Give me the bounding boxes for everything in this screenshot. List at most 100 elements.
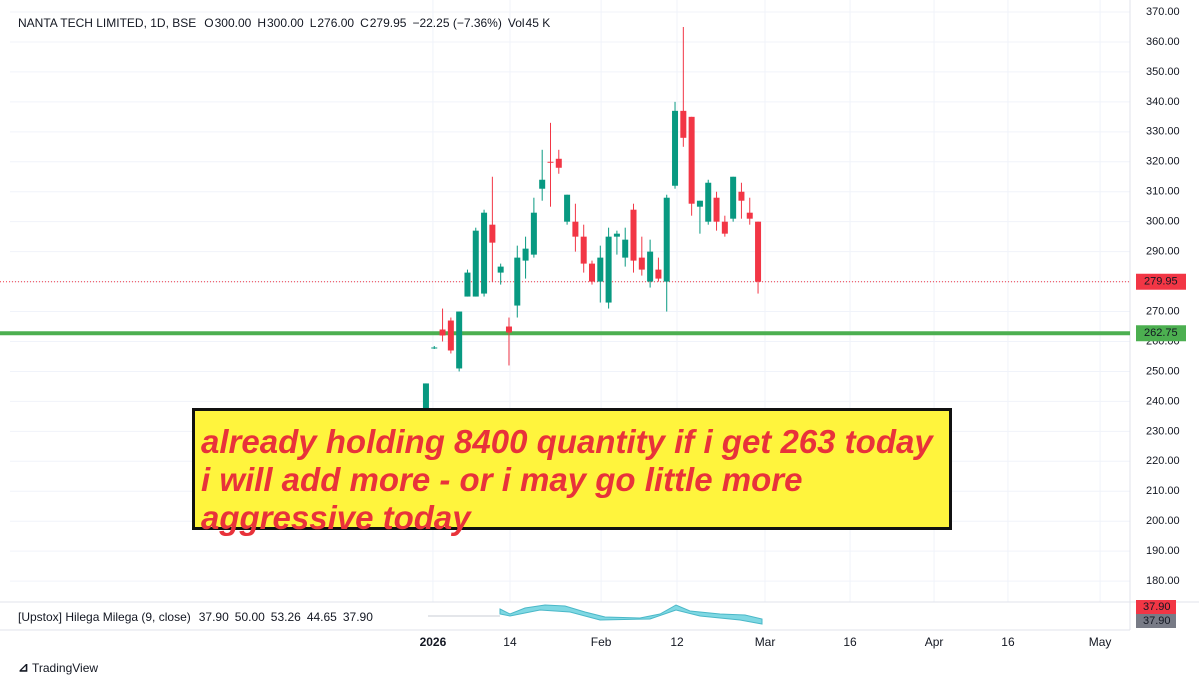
candle-body	[672, 110, 679, 186]
y-tick-label: 370.00	[1146, 6, 1180, 18]
candle-body	[713, 197, 720, 222]
support-label-box	[1136, 325, 1186, 342]
indicator-axis-label: 37.90	[1143, 601, 1171, 613]
candle-body	[605, 236, 612, 303]
annotation-box: already holding 8400 quantity if i get 2…	[192, 408, 952, 536]
candle-body	[613, 233, 620, 237]
candle-body	[730, 176, 737, 219]
indicator-value: 44.65	[307, 610, 337, 624]
candle-body	[755, 221, 762, 282]
header-key: Vol	[508, 16, 525, 30]
candle-body	[505, 326, 512, 333]
header-value: 279.95	[370, 16, 407, 30]
indicator-axis-box	[1136, 614, 1176, 628]
candle-body	[738, 191, 745, 201]
indicator-value: 37.90	[199, 610, 229, 624]
indicator-area	[499, 604, 763, 625]
header-value: 276.00	[317, 16, 354, 30]
candle-body	[456, 311, 463, 369]
candle-body	[464, 272, 471, 297]
candle-body	[497, 266, 504, 273]
candle-body	[481, 212, 488, 294]
last-price-box	[1136, 273, 1186, 290]
y-tick-label: 210.00	[1146, 485, 1180, 497]
candle-body	[630, 209, 637, 261]
header-volume: 45 K	[526, 16, 551, 30]
candle-body	[422, 383, 429, 414]
header-value: 300.00	[215, 16, 252, 30]
x-tick-label: Mar	[755, 635, 776, 649]
x-tick-label: May	[1089, 635, 1112, 649]
indicator-value: 53.26	[271, 610, 301, 624]
candle-body	[597, 257, 604, 282]
candle-body	[647, 251, 654, 282]
y-tick-label: 200.00	[1146, 515, 1180, 527]
x-tick-label: 16	[843, 635, 857, 649]
candle-body	[580, 236, 587, 264]
annotation: already holding 8400 quantity if i get 2…	[201, 423, 933, 536]
candle-body	[555, 158, 562, 168]
y-tick-label: 270.00	[1146, 305, 1180, 317]
candle-body	[514, 257, 521, 306]
candle-body	[447, 320, 454, 351]
candle-body	[472, 230, 479, 297]
header-value: 300.00	[267, 16, 304, 30]
indicator-axis-box	[1136, 600, 1176, 614]
header-key: O	[204, 16, 213, 30]
header-key: L	[310, 16, 317, 30]
y-tick-label: 190.00	[1146, 545, 1180, 557]
x-tick-label: 2026	[420, 635, 447, 649]
header-key: H	[257, 16, 266, 30]
y-tick-label: 220.00	[1146, 455, 1180, 467]
candle-body	[705, 182, 712, 222]
candle-body	[638, 257, 645, 270]
y-tick-label: 350.00	[1146, 66, 1180, 78]
candle-body	[680, 110, 687, 138]
y-tick-label: 330.00	[1146, 126, 1180, 138]
candle-body	[721, 221, 728, 234]
brand: TradingView	[32, 661, 98, 675]
y-tick-label: 310.00	[1146, 186, 1180, 198]
x-tick-label: Feb	[591, 635, 612, 649]
indicator-name: [Upstox] Hilega Milega (9, close)	[18, 610, 191, 624]
indicator-value: 50.00	[235, 610, 265, 624]
candle-body	[431, 347, 438, 349]
x-tick-label: 12	[670, 635, 684, 649]
last-price-label: 279.95	[1144, 276, 1178, 288]
candle-body	[746, 212, 753, 219]
y-tick-label: 360.00	[1146, 36, 1180, 48]
y-tick-label: 300.00	[1146, 216, 1180, 228]
y-tick-label: 250.00	[1146, 365, 1180, 377]
indicator-value: 37.90	[343, 610, 373, 624]
candle-body	[564, 194, 571, 222]
candle-body	[539, 179, 546, 189]
candle-body	[572, 221, 579, 237]
candle-body	[589, 263, 596, 282]
y-tick-label: 340.00	[1146, 96, 1180, 108]
candle-body	[489, 224, 496, 243]
x-tick-label: 14	[503, 635, 517, 649]
symbol: NANTA TECH LIMITED, 1D, BSE	[18, 16, 196, 30]
indicator-axis-label: 37.90	[1143, 615, 1171, 627]
y-tick-label: 180.00	[1146, 575, 1180, 587]
header-key: C	[360, 16, 369, 30]
header-change: −22.25 (−7.36%)	[412, 16, 501, 30]
brand-mark: ⊿	[18, 659, 29, 674]
candle-body	[522, 248, 529, 261]
y-tick-label: 230.00	[1146, 425, 1180, 437]
candle-body	[530, 212, 537, 255]
candle-body	[439, 329, 446, 336]
candle-body	[696, 200, 703, 207]
candle-body	[655, 269, 662, 279]
x-tick-label: Apr	[925, 635, 944, 649]
x-tick-label: 16	[1001, 635, 1015, 649]
y-tick-label: 240.00	[1146, 395, 1180, 407]
y-tick-label: 320.00	[1146, 156, 1180, 168]
y-tick-label: 290.00	[1146, 246, 1180, 258]
support-label: 262.75	[1144, 327, 1178, 339]
candle-body	[663, 197, 670, 282]
candle-body	[688, 116, 695, 204]
candle-body	[622, 239, 629, 258]
